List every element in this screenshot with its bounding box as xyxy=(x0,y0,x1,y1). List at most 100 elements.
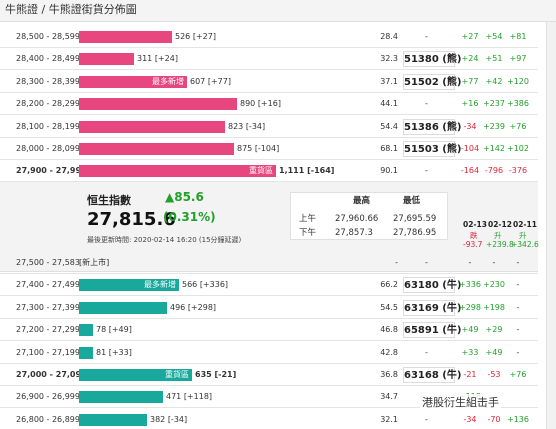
daily-change-1: -21 xyxy=(463,370,477,379)
warrant-code[interactable]: 63168 (牛) xyxy=(403,367,461,383)
warrant-code-empty: - xyxy=(425,166,428,176)
daily-change-1: +49 xyxy=(461,325,479,335)
percent-value: 90.1 xyxy=(380,166,398,176)
outstanding-qty: 875 [-104] xyxy=(237,144,280,153)
bull-bar[interactable] xyxy=(79,301,167,314)
outstanding-qty: 890 [+16] xyxy=(240,99,281,109)
bear-bar[interactable] xyxy=(79,31,172,43)
bar-tag: 最多新增 xyxy=(152,76,184,86)
index-name: 恒生指數 xyxy=(87,194,131,207)
price-range: 28,000 - 28,099 xyxy=(16,144,80,153)
bear-row[interactable]: 27,900 - 27,999 重貨區 1,111 [-164] 90.1- -164-… xyxy=(0,160,538,183)
warrant-code[interactable]: 51380 (熊) xyxy=(403,51,461,68)
price-range: 26,800 - 26,899 xyxy=(16,414,80,424)
price-range: 27,000 - 27,099 xyxy=(16,370,87,379)
outstanding-qty: 81 [+33] xyxy=(96,347,132,357)
index-value: 27,815.6 xyxy=(87,209,176,230)
warrant-code[interactable]: 65891 (牛) xyxy=(403,322,461,339)
bear-row[interactable]: 28,100 - 28,199 823 [-34] 54.4 51386 (熊) -34… xyxy=(0,116,538,138)
warrant-code[interactable]: 51502 (熊) xyxy=(403,73,461,90)
daily-change-3: +386 xyxy=(507,99,529,109)
date-1-note: 跌 xyxy=(470,231,478,240)
low-header: 最低 xyxy=(403,196,421,206)
bull-bar[interactable]: 最多新增 xyxy=(79,279,179,292)
new-listing-note: [新上市] xyxy=(79,258,110,267)
bear-row[interactable]: 28,500 - 28,599 526 [+27] 28.4 - +27 +54 +81 xyxy=(0,26,538,48)
date-3-change: +342.6 xyxy=(511,240,539,249)
daily-change-2: +198 xyxy=(483,302,505,312)
price-range: 27,100 - 27,199 xyxy=(16,347,80,357)
daily-change-3: - xyxy=(516,280,520,290)
outstanding-qty: 607 [+77] xyxy=(190,76,231,86)
warrant-code-empty: - xyxy=(425,414,428,424)
bear-bar[interactable] xyxy=(79,120,225,133)
date-2-change: +239.8 xyxy=(486,240,514,249)
warrant-code[interactable]: 63169 (牛) xyxy=(403,299,461,316)
last-updated: 最後更新時間: 2020-02-14 16:20 (15分鐘延遲) xyxy=(87,236,242,244)
pm-low: 27,786.95 xyxy=(393,228,437,238)
bear-bar[interactable]: 重貨區 xyxy=(79,165,276,178)
index-change: ▲85.6 xyxy=(165,190,204,204)
am-label: 上午 xyxy=(299,214,317,224)
daily-change-2: +239 xyxy=(483,121,505,131)
bull-bar[interactable] xyxy=(79,413,147,426)
bull-row[interactable]: 27,200 - 27,299 78 [+49] 46.8 65891 (牛) +49 +… xyxy=(0,319,538,342)
percent-value: 54.4 xyxy=(380,121,398,131)
warrant-code-empty: - xyxy=(425,99,428,109)
percent-value: 66.2 xyxy=(380,280,398,290)
date-3: 02-11 xyxy=(513,220,537,229)
percent-value: 44.1 xyxy=(380,99,398,109)
percent-value: 37.1 xyxy=(380,76,398,86)
scrollbar[interactable] xyxy=(546,22,556,429)
high-header: 最高 xyxy=(353,196,371,206)
bear-row[interactable]: 28,400 - 28,499 311 [+24] 32.3 51380 (熊) +24… xyxy=(0,48,538,71)
bear-bar[interactable]: 最多新增 xyxy=(79,75,187,88)
bear-row[interactable]: 28,000 - 28,099 875 [-104] 68.1 51503 (熊) -1… xyxy=(0,138,538,160)
bear-bar[interactable] xyxy=(79,143,234,155)
warrant-code[interactable]: 51503 (熊) xyxy=(403,141,461,157)
price-range: 27,900 - 27,999 xyxy=(16,166,87,176)
daily-change-3: - xyxy=(516,347,520,357)
bull-row[interactable]: 26,800 - 26,899 382 [-34] 32.1 - -34 -70 +136 xyxy=(0,409,538,429)
bull-row[interactable]: 27,300 - 27,399 496 [+298] 54.5 63169 (牛) +2… xyxy=(0,297,538,319)
bull-row[interactable]: 27,400 - 27,499 最多新增 566 [+336] 66.2 63180 (… xyxy=(0,274,538,297)
bar-tag: 重貨區 xyxy=(165,370,189,379)
daily-change-2: +230 xyxy=(483,280,505,290)
price-range: 27,200 - 27,299 xyxy=(16,325,80,335)
bull-bar[interactable] xyxy=(79,391,163,404)
index-summary: 恒生指數 27,815.6 ▲85.6 (0.31%) 最後更新時間: 2020… xyxy=(0,182,539,272)
bear-row[interactable]: 28,300 - 28,399 最多新增 607 [+77] 37.1 51502 (熊… xyxy=(0,71,538,93)
price-range: 27,500 - 27,583 xyxy=(16,258,80,267)
bull-bar[interactable] xyxy=(79,324,93,337)
bull-bar[interactable]: 重貨區 xyxy=(79,369,192,381)
index-change-pct: (0.31%) xyxy=(163,210,216,224)
daily-change-1: +16 xyxy=(461,99,479,109)
price-range: 28,100 - 28,199 xyxy=(16,121,80,131)
daily-change-3: - xyxy=(516,325,520,335)
bear-row[interactable]: 28,200 - 28,299 890 [+16] 44.1 - +16 +237 +386 xyxy=(0,93,538,116)
date-1-change: -93.7 xyxy=(463,240,483,249)
daily-change-2: +49 xyxy=(485,347,503,357)
daily-change-3: +102 xyxy=(507,144,529,153)
bull-row[interactable]: 27,100 - 27,199 81 [+33] 42.8 - +33 +49 - xyxy=(0,342,538,364)
bull-row[interactable]: 27,000 - 27,099 重貨區 635 [-21] 36.8 63168 (牛)… xyxy=(0,364,538,386)
warrant-code[interactable]: 51386 (熊) xyxy=(403,118,461,135)
daily-change-1: +33 xyxy=(461,347,479,357)
high-low-table: 最高 最低 上午 27,960.66 27,695.59 下午 27,857.3… xyxy=(290,192,448,240)
cbbc-distribution-panel: 28,500 - 28,599 526 [+27] 28.4- +27 +54 +81 28… xyxy=(0,22,556,429)
outstanding-qty: 823 [-34] xyxy=(228,121,266,131)
daily-change-2: -53 xyxy=(487,370,501,379)
bull-row[interactable]: 27,500 - 27,583 [新上市] - - - - - xyxy=(0,252,538,274)
bear-bar[interactable] xyxy=(79,53,134,66)
daily-change-2: +42 xyxy=(485,76,503,86)
warrant-code[interactable]: 63180 (牛) xyxy=(403,277,461,294)
warrant-code-empty: - xyxy=(425,258,428,267)
outstanding-qty: 526 [+27] xyxy=(175,32,216,41)
bar-tag: 最多新增 xyxy=(144,280,176,290)
daily-change-1: +336 xyxy=(459,280,481,290)
daily-change-1: -34 xyxy=(463,121,477,131)
daily-change-2: +142 xyxy=(483,144,505,153)
bear-bar[interactable] xyxy=(79,98,237,111)
outstanding-qty: 311 [+24] xyxy=(137,54,178,64)
bull-bar[interactable] xyxy=(79,346,93,359)
